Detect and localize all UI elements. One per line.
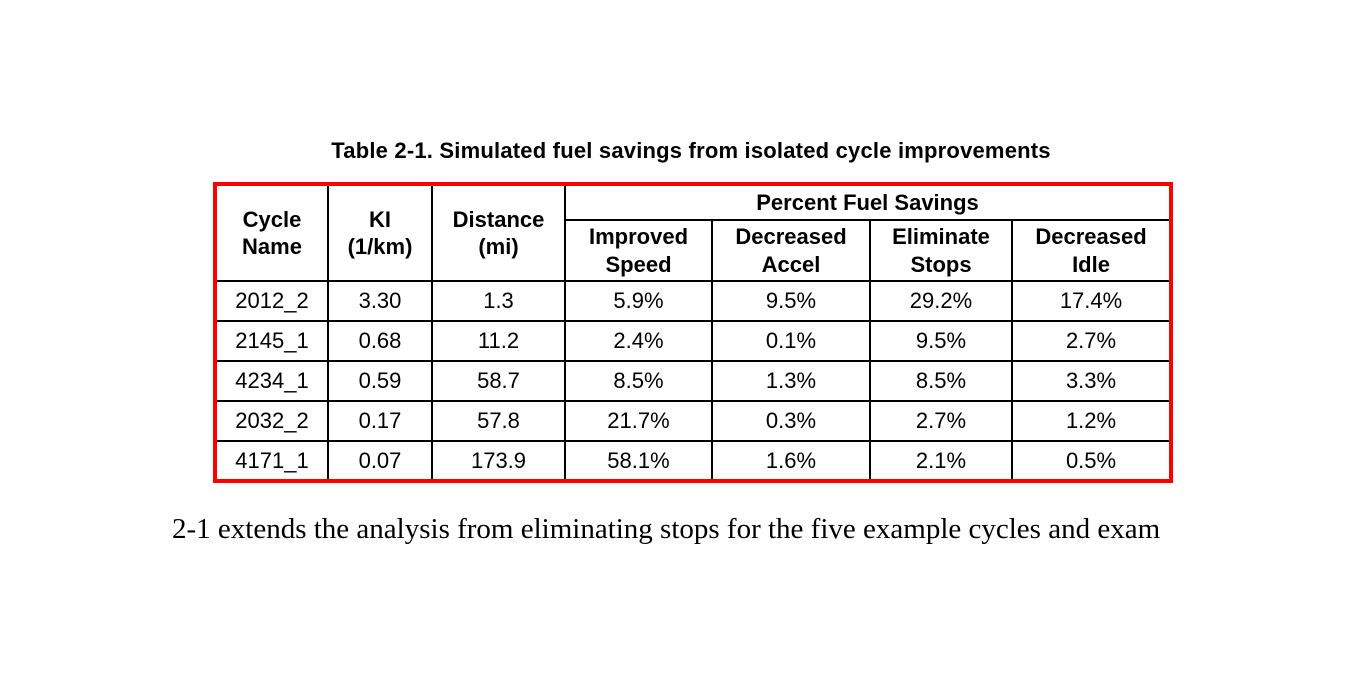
cell-decreased-accel: 9.5%: [711, 280, 871, 322]
cell-improved-speed: 5.9%: [564, 280, 713, 322]
cell-cycle-name: 2012_2: [214, 280, 329, 322]
col-group-header-percent-fuel-savings: Percent Fuel Savings: [563, 183, 1173, 221]
cell-ki: 0.07: [327, 440, 433, 482]
cell-eliminate-stops: 29.2%: [869, 280, 1013, 322]
cell-decreased-accel: 1.3%: [711, 360, 871, 402]
cell-decreased-accel: 0.3%: [711, 400, 871, 442]
cell-improved-speed: 58.1%: [564, 440, 713, 482]
cell-distance: 1.3: [431, 280, 566, 322]
cell-cycle-name: 2145_1: [214, 320, 329, 362]
cell-eliminate-stops: 2.1%: [869, 440, 1013, 482]
cell-distance: 58.7: [431, 360, 566, 402]
fuel-savings-table: Cycle Name KI (1/km) Distance (mi) Perce…: [213, 182, 1174, 483]
col-header-ki: KI (1/km): [327, 183, 433, 282]
cell-ki: 0.68: [327, 320, 433, 362]
cell-distance: 173.9: [431, 440, 566, 482]
col-header-decreased-idle: Decreased Idle: [1010, 219, 1173, 282]
cell-decreased-idle: 2.7%: [1010, 320, 1173, 362]
cell-decreased-idle: 0.5%: [1010, 440, 1173, 482]
cell-eliminate-stops: 8.5%: [869, 360, 1013, 402]
col-header-cycle-name: Cycle Name: [214, 183, 329, 282]
cell-improved-speed: 21.7%: [564, 400, 713, 442]
cell-eliminate-stops: 9.5%: [869, 320, 1013, 362]
cell-decreased-accel: 0.1%: [711, 320, 871, 362]
table-title: Table 2-1. Simulated fuel savings from i…: [331, 138, 1051, 163]
body-paragraph: 2-1 extends the analysis from eliminatin…: [172, 513, 1161, 545]
cell-decreased-accel: 1.6%: [711, 440, 871, 482]
table-body: 2012_2 3.30 1.3 5.9% 9.5% 29.2% 17.4% 21…: [214, 280, 1173, 482]
cell-distance: 11.2: [431, 320, 566, 362]
table-row: 4234_1 0.59 58.7 8.5% 1.3% 8.5% 3.3%: [214, 360, 1173, 402]
col-header-eliminate-stops: Eliminate Stops: [869, 219, 1013, 282]
col-header-distance: Distance (mi): [431, 183, 566, 282]
table-header-row-sub: Improved Speed Decreased Accel Eliminate…: [215, 219, 1173, 282]
cell-ki: 0.59: [327, 360, 433, 402]
table-header: Cycle Name KI (1/km) Distance (mi) Perce…: [214, 183, 1173, 282]
table-row: 2012_2 3.30 1.3 5.9% 9.5% 29.2% 17.4%: [214, 280, 1173, 322]
cell-cycle-name: 4171_1: [214, 440, 329, 482]
col-header-improved-speed: Improved Speed: [564, 219, 713, 282]
col-header-decreased-accel: Decreased Accel: [711, 219, 871, 282]
table-row: 2032_2 0.17 57.8 21.7% 0.3% 2.7% 1.2%: [214, 400, 1173, 442]
table-row: 4171_1 0.07 173.9 58.1% 1.6% 2.1% 0.5%: [214, 440, 1173, 482]
cell-improved-speed: 8.5%: [564, 360, 713, 402]
cell-distance: 57.8: [431, 400, 566, 442]
cell-cycle-name: 4234_1: [214, 360, 329, 402]
cell-decreased-idle: 17.4%: [1010, 280, 1173, 322]
cell-decreased-idle: 1.2%: [1010, 400, 1173, 442]
table-header-row-group: Cycle Name KI (1/km) Distance (mi) Perce…: [214, 183, 1173, 282]
cell-decreased-idle: 3.3%: [1010, 360, 1173, 402]
table-row: 2145_1 0.68 11.2 2.4% 0.1% 9.5% 2.7%: [214, 320, 1173, 362]
cell-ki: 0.17: [327, 400, 433, 442]
cell-ki: 3.30: [327, 280, 433, 322]
cell-eliminate-stops: 2.7%: [869, 400, 1013, 442]
cell-cycle-name: 2032_2: [214, 400, 329, 442]
cell-improved-speed: 2.4%: [564, 320, 713, 362]
